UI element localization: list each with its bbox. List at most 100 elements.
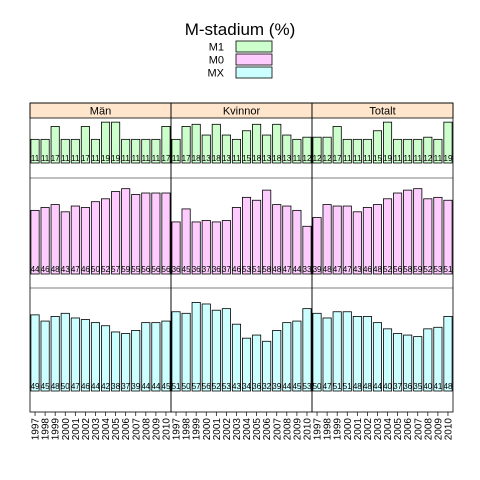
bar-m1-kvinnor-2008 <box>282 134 292 164</box>
bar-label-m1-kvinnor-2007: 18 <box>272 154 281 163</box>
bar-label-m0-kvinnor-2005: 51 <box>252 265 261 274</box>
bar-m1-kvinnor-2010 <box>302 136 312 164</box>
x-tick-label-2000: 2000 <box>61 418 72 441</box>
bar-m0-män-1999 <box>50 204 60 275</box>
bar-mx-totalt-2003 <box>372 322 382 392</box>
x-tick-label-2003: 2003 <box>91 418 102 441</box>
bar-label-m0-män-2005: 57 <box>111 265 120 274</box>
x-tick-label-2004: 2004 <box>101 418 112 441</box>
bar-m0-kvinnor-2006 <box>262 189 272 275</box>
bar-m1-totalt-1997 <box>312 136 322 164</box>
bar-label-m1-totalt-1999: 17 <box>333 154 342 163</box>
bar-label-m1-män-2001: 11 <box>71 154 80 163</box>
x-tick-label-2006: 2006 <box>403 418 414 441</box>
bar-mx-kvinnor-2000 <box>201 303 211 392</box>
bar-m1-män-2000 <box>60 138 70 164</box>
bar-m1-män-2006 <box>121 138 131 164</box>
legend-label-m1: M1 <box>209 42 224 54</box>
bar-m1-män-2009 <box>151 138 161 164</box>
bar-label-mx-kvinnor-2001: 52 <box>212 382 221 391</box>
x-tick-label-2003: 2003 <box>232 418 243 441</box>
bar-label-m0-totalt-2006: 58 <box>403 265 412 274</box>
bar-label-m0-kvinnor-2004: 53 <box>242 265 251 274</box>
bar-label-mx-män-2001: 47 <box>71 382 80 391</box>
bar-label-m0-totalt-2000: 47 <box>343 265 352 274</box>
bar-label-mx-män-2006: 37 <box>121 382 130 391</box>
bar-label-m0-totalt-2010: 51 <box>444 265 453 274</box>
legend-swatch-m0 <box>235 53 273 66</box>
bar-mx-totalt-1998 <box>322 317 332 392</box>
bar-label-mx-män-2002: 46 <box>81 382 90 391</box>
bar-label-m1-kvinnor-1999: 18 <box>192 154 201 163</box>
bar-label-m1-kvinnor-2001: 18 <box>212 154 221 163</box>
bar-label-m1-kvinnor-2004: 15 <box>242 154 251 163</box>
bar-m0-män-2001 <box>70 205 80 275</box>
x-tick-label-2006: 2006 <box>121 418 132 441</box>
bar-m0-totalt-2006 <box>403 189 413 275</box>
bar-label-m1-totalt-2005: 11 <box>393 154 402 163</box>
bar-m1-kvinnor-1998 <box>181 126 191 164</box>
bar-label-m0-totalt-1997: 39 <box>313 265 322 274</box>
bar-label-m1-kvinnor-2009: 11 <box>293 154 302 163</box>
x-tick-label-2008: 2008 <box>141 418 152 441</box>
bar-m1-totalt-2010 <box>443 121 453 164</box>
bar-label-m1-totalt-2004: 19 <box>383 154 392 163</box>
bar-label-mx-kvinnor-2007: 39 <box>272 382 281 391</box>
x-tick-label-1999: 1999 <box>51 418 62 441</box>
bar-label-m1-män-1999: 17 <box>51 154 60 163</box>
bar-mx-män-2005 <box>111 331 121 392</box>
bar-mx-kvinnor-2002 <box>221 308 231 392</box>
bar-m1-totalt-1998 <box>322 136 332 164</box>
bar-label-mx-kvinnor-2008: 44 <box>282 382 291 391</box>
bar-m1-kvinnor-2006 <box>262 134 272 164</box>
bar-label-mx-totalt-2007: 35 <box>413 382 422 391</box>
bar-label-m1-män-1998: 11 <box>41 154 50 163</box>
bar-mx-män-2010 <box>161 320 171 392</box>
bar-m1-män-2003 <box>90 138 100 164</box>
bar-m1-kvinnor-2005 <box>252 123 262 164</box>
bar-m1-män-1997 <box>30 138 40 164</box>
bar-label-m0-kvinnor-1999: 36 <box>192 265 201 274</box>
bar-label-mx-kvinnor-2003: 43 <box>232 382 241 391</box>
bar-m1-män-2007 <box>131 138 141 164</box>
x-tick-label-2001: 2001 <box>71 418 82 441</box>
bar-m0-män-2007 <box>131 194 141 275</box>
bar-mx-totalt-2006 <box>403 334 413 392</box>
x-tick-label-1997: 1997 <box>31 418 42 441</box>
x-tick-label-2009: 2009 <box>151 418 162 441</box>
legend-label-m0: M0 <box>209 55 224 67</box>
bar-label-m1-totalt-1997: 12 <box>313 154 322 163</box>
bar-label-m1-kvinnor-2003: 11 <box>232 154 241 163</box>
x-tick-label-2009: 2009 <box>292 418 303 441</box>
bar-label-m0-totalt-1999: 47 <box>333 265 342 274</box>
x-tick-label-2000: 2000 <box>343 418 354 441</box>
bar-m0-kvinnor-2003 <box>231 207 241 275</box>
bar-label-m0-totalt-1998: 48 <box>323 265 332 274</box>
bar-label-m0-kvinnor-1998: 45 <box>182 265 191 274</box>
bar-label-mx-totalt-2000: 51 <box>343 382 352 391</box>
bar-label-m1-män-1997: 11 <box>31 154 40 163</box>
bar-m1-totalt-2004 <box>383 121 393 164</box>
bar-m1-män-2004 <box>101 121 111 164</box>
bar-label-mx-kvinnor-2000: 56 <box>202 382 211 391</box>
bar-label-m1-män-2010: 17 <box>162 154 171 163</box>
bar-label-mx-män-2004: 42 <box>101 382 110 391</box>
bar-m0-totalt-2004 <box>383 198 393 275</box>
bar-m0-totalt-2003 <box>372 204 382 275</box>
bar-label-m0-totalt-2007: 59 <box>413 265 422 274</box>
bar-label-m0-män-2001: 47 <box>71 265 80 274</box>
bar-m0-kvinnor-2005 <box>252 199 262 275</box>
bar-m1-kvinnor-1999 <box>191 123 201 164</box>
x-tick-label-2010: 2010 <box>161 418 172 441</box>
bar-m0-kvinnor-2004 <box>242 196 252 275</box>
bar-mx-totalt-1997 <box>312 312 322 392</box>
bar-label-mx-totalt-1999: 51 <box>333 382 342 391</box>
x-tick-label-2004: 2004 <box>242 418 253 441</box>
bar-label-mx-män-2009: 44 <box>151 382 160 391</box>
bar-m1-totalt-2001 <box>352 138 362 164</box>
bar-mx-män-2004 <box>101 325 111 392</box>
bar-label-m1-kvinnor-2006: 13 <box>262 154 271 163</box>
bar-mx-totalt-2001 <box>352 316 362 392</box>
bar-m0-kvinnor-1998 <box>181 208 191 275</box>
